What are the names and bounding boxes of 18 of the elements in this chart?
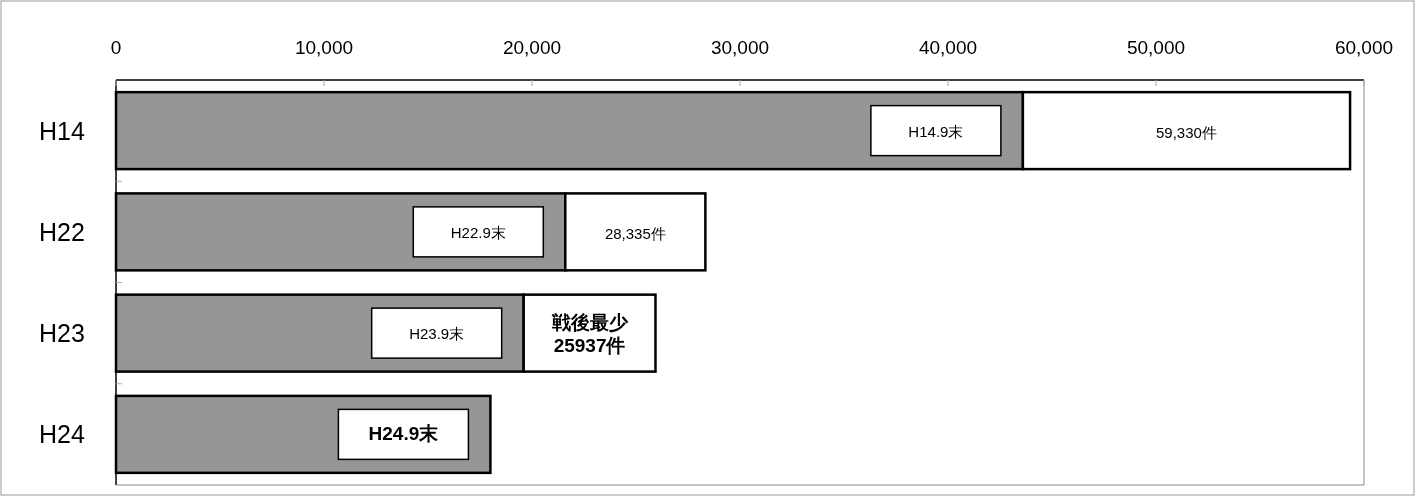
- total-label: 28,335件: [604, 224, 666, 242]
- data-label: H14.9末: [908, 122, 964, 140]
- y-tick-label: H22: [39, 217, 85, 246]
- total-label: 戦後最少 25937件: [550, 311, 629, 356]
- x-tick-label: 0: [110, 37, 122, 58]
- data-label: H22.9末: [450, 223, 506, 241]
- y-tick-label: H14: [39, 116, 86, 145]
- y-tick-label: H23: [39, 319, 85, 348]
- total-label: 59,330件: [1156, 123, 1217, 141]
- data-label: H23.9末: [409, 325, 465, 343]
- data-label: H24.9末: [368, 423, 440, 445]
- y-tick-label: H24: [39, 420, 86, 449]
- x-tick-label: 60,000: [1334, 37, 1394, 58]
- x-tick-label: 20,000: [502, 37, 562, 58]
- x-tick-label: 50,000: [1126, 37, 1186, 58]
- x-tick-label: 30,000: [710, 37, 770, 58]
- x-tick-label: 10,000: [294, 37, 354, 58]
- x-tick-label: 40,000: [918, 37, 978, 58]
